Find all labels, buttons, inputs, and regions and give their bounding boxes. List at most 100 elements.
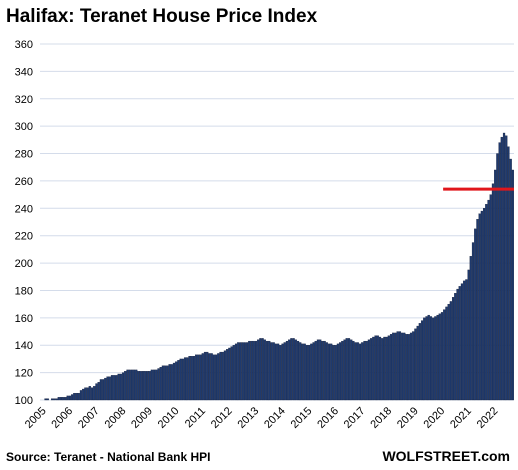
bar: [478, 213, 481, 401]
bar: [378, 336, 382, 401]
bar: [500, 136, 503, 401]
bar: [141, 371, 145, 401]
bar: [188, 356, 191, 401]
bar: [164, 365, 167, 401]
bar: [265, 340, 269, 401]
bar: [465, 279, 468, 401]
bar: [259, 338, 262, 401]
brand-watermark: WOLFSTREET.com: [382, 448, 510, 464]
bar: [299, 342, 302, 401]
bar: [55, 398, 58, 401]
bar: [68, 395, 71, 401]
bar: [372, 336, 375, 401]
bar: [237, 342, 240, 401]
bar: [445, 306, 448, 401]
bar: [321, 340, 324, 401]
y-tick-label: 220: [15, 231, 33, 243]
x-tick-label: 2012: [209, 405, 235, 431]
bar: [347, 338, 351, 401]
bar: [412, 331, 415, 401]
bar: [206, 351, 209, 401]
bar: [59, 397, 63, 401]
bar: [420, 320, 424, 401]
x-tick-label: 2020: [422, 405, 448, 431]
bar: [476, 219, 479, 401]
bar: [296, 340, 300, 401]
bar: [150, 369, 153, 401]
y-tick-label: 100: [15, 395, 33, 407]
y-tick-label: 120: [15, 368, 33, 380]
bar: [383, 336, 386, 401]
bar: [144, 371, 147, 401]
bar: [84, 387, 87, 401]
bar: [363, 340, 366, 401]
x-tick-label: 2018: [368, 405, 394, 431]
bar: [139, 371, 142, 401]
bar: [314, 340, 317, 401]
bar: [90, 387, 94, 401]
bar: [119, 373, 122, 401]
bar: [199, 354, 202, 401]
bar: [117, 373, 120, 401]
bar: [463, 280, 466, 401]
bar: [133, 369, 136, 401]
bar: [137, 371, 140, 401]
bar: [190, 356, 193, 401]
x-tick-label: 2021: [448, 405, 474, 431]
bar: [376, 335, 379, 401]
bar: [434, 316, 437, 401]
source-note: Source: Teranet - National Bank HPI: [6, 450, 211, 464]
bar: [398, 331, 402, 401]
x-tick-label: 2015: [289, 405, 315, 431]
bar: [414, 328, 417, 401]
bar: [458, 286, 461, 401]
y-tick-label: 260: [15, 176, 33, 188]
x-tick-label: 2007: [76, 405, 102, 431]
bar: [370, 338, 373, 401]
bar: [88, 386, 91, 401]
bar: [312, 342, 315, 401]
x-axis-tick-labels: 2005 2006 2007 2008 2009 2010 2011 2012 2013 2014…: [23, 405, 501, 431]
bar: [491, 183, 495, 401]
bar: [381, 338, 384, 401]
bar: [425, 316, 428, 401]
bar: [474, 228, 477, 401]
bar: [177, 360, 180, 401]
bar: [152, 369, 156, 401]
bar: [250, 340, 253, 401]
x-tick-label: 2010: [156, 405, 182, 431]
x-tick-label: 2017: [342, 405, 368, 431]
bar: [82, 388, 85, 401]
bar: [416, 325, 419, 401]
x-tick-label: 2009: [129, 405, 155, 431]
bar: [208, 353, 211, 401]
bar: [496, 153, 499, 401]
y-tick-label: 360: [15, 39, 33, 51]
bar: [102, 379, 105, 401]
bar: [93, 386, 96, 401]
bar: [427, 314, 430, 401]
bar: [277, 343, 280, 401]
bar: [274, 343, 277, 401]
bar: [217, 353, 220, 401]
bar: [354, 342, 357, 401]
bar: [97, 382, 100, 401]
bar: [201, 353, 204, 401]
bar: [183, 357, 187, 401]
bar: [232, 345, 235, 401]
bar: [432, 317, 435, 401]
y-tick-label: 200: [15, 258, 33, 270]
bar: [228, 347, 231, 401]
bar: [303, 343, 306, 401]
bar: [46, 398, 49, 401]
bar: [66, 395, 69, 401]
bar: [389, 334, 393, 401]
x-tick-label: 2013: [236, 405, 262, 431]
bar: [268, 340, 271, 401]
bar: [341, 340, 344, 401]
bar: [64, 397, 67, 401]
bar: [179, 358, 182, 401]
bar: [192, 356, 196, 401]
bar: [210, 353, 213, 401]
bar: [77, 392, 80, 401]
